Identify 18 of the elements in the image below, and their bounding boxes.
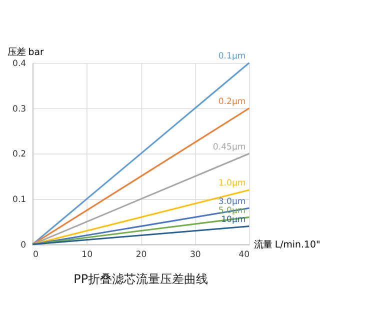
series-label: 3.0μm: [218, 196, 246, 207]
text: PP折叠滤芯流量压差曲线: [74, 272, 208, 286]
series-label: 0.45μm: [212, 142, 246, 152]
x-axis-title: 流量 L/min.10": [254, 239, 320, 250]
x-tick-label: 20: [136, 250, 147, 260]
y-tick-label: 0.3: [12, 104, 26, 114]
x-tick-label: 30: [190, 250, 201, 260]
y-tick-label: 0.4: [12, 58, 26, 69]
x-tick-label: 40: [238, 250, 250, 260]
y-axis-title: 压差 bar: [7, 46, 44, 58]
series-label: 0.2μm: [218, 96, 246, 107]
y-tick-label: 0: [20, 240, 26, 250]
x-tick-label: 0: [32, 250, 38, 260]
y-tick-label: 0.1: [12, 195, 26, 206]
series-label: 1.0μm: [218, 178, 246, 189]
y-tick-label: 0.2: [12, 150, 26, 160]
x-tick-label: 10: [82, 250, 93, 260]
series-label: 0.1μm: [218, 52, 246, 62]
